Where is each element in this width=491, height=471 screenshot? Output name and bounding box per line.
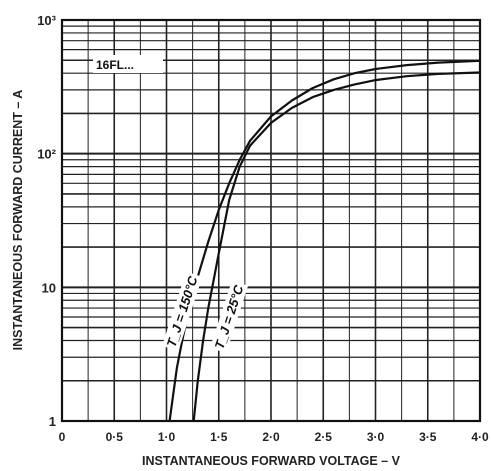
curves (168, 59, 481, 422)
series-line-0 (168, 59, 481, 422)
x-tick-label: 3·0 (367, 430, 385, 444)
x-axis-label: INSTANTANEOUS FORWARD VOLTAGE – V (142, 454, 401, 468)
y-tick-label: 1 (49, 414, 56, 429)
series-label-halo (210, 280, 249, 354)
y-tick-label: 10³ (37, 13, 56, 28)
x-tick-label: 2·0 (262, 430, 280, 444)
x-tick-label: 4·0 (471, 430, 489, 444)
plot-frame (60, 18, 482, 423)
x-tick-label: 0·5 (106, 430, 124, 444)
x-tick-label: 1·5 (210, 430, 228, 444)
x-tick-label: 1·0 (158, 430, 176, 444)
series-label-halo (162, 271, 203, 352)
grid (62, 20, 480, 421)
part-label-background (93, 55, 163, 73)
y-tick-label: 10² (37, 147, 56, 162)
x-tick-label: 3·5 (419, 430, 437, 444)
x-tick-label: 0 (59, 430, 66, 444)
x-tick-labels: 0 0·5 1·0 1·5 2·0 2·5 3·0 3·5 4·0 (59, 430, 489, 444)
x-tick-label: 2·5 (315, 430, 333, 444)
y-axis-label: INSTANTANEOUS FORWARD CURRENT – A (11, 90, 25, 351)
y-tick-label: 10 (42, 280, 56, 295)
y-tick-labels: 1 10 10² 10³ (37, 13, 56, 429)
part-label: 16FL... (96, 58, 134, 72)
series-line-1 (192, 71, 481, 422)
